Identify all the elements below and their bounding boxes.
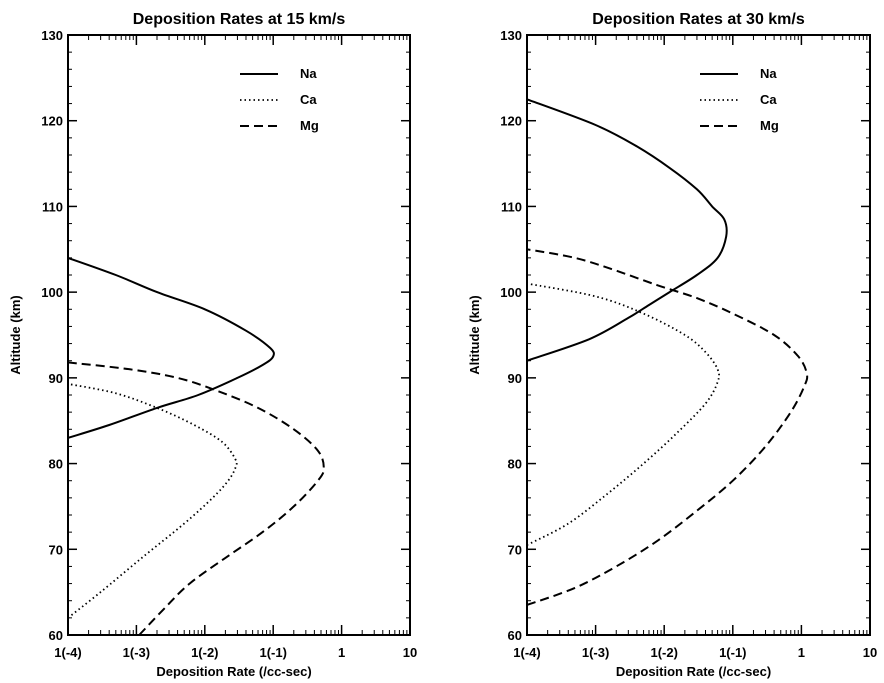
y-axis-label: Altitude (km) [467,295,482,374]
y-tick-label: 130 [500,28,522,43]
x-tick-label: 1(-4) [513,645,540,660]
chart-title: Deposition Rates at 30 km/s [592,11,805,28]
series-line-mg [67,361,325,636]
legend-label-na: Na [760,66,777,81]
chart-panel-1: Deposition Rates at 15 km/s6070809010011… [8,11,417,679]
series-line-na [526,98,728,362]
y-tick-label: 100 [500,285,522,300]
x-tick-label: 1 [798,645,805,660]
y-tick-label: 130 [41,28,63,43]
series-line-na [67,256,275,439]
series-line-mg [526,248,809,606]
x-tick-label: 1 [338,645,345,660]
legend-label-ca: Ca [760,92,777,107]
x-tick-label: 1(-2) [191,645,218,660]
x-axis-label: Deposition Rate (/cc-sec) [156,664,311,679]
y-axis-label: Altitude (km) [8,295,23,374]
x-tick-label: 1(-2) [650,645,677,660]
series-line-ca [526,282,720,546]
legend-label-mg: Mg [300,118,319,133]
chart-title: Deposition Rates at 15 km/s [133,11,346,28]
plot-frame [67,34,411,636]
legend-label-na: Na [300,66,317,81]
legend-label-mg: Mg [760,118,779,133]
y-tick-label: 120 [500,114,522,129]
plot-frame [526,34,871,636]
x-tick-label: 1(-3) [123,645,150,660]
y-tick-label: 100 [41,285,63,300]
y-tick-label: 90 [508,371,522,386]
x-tick-label: 1(-3) [582,645,609,660]
y-tick-label: 110 [501,199,522,214]
y-tick-label: 70 [508,542,522,557]
y-tick-label: 80 [49,457,63,472]
y-tick-label: 110 [42,199,63,214]
y-tick-label: 80 [508,457,522,472]
y-tick-label: 70 [49,542,63,557]
legend-label-ca: Ca [300,92,317,107]
x-tick-label: 1(-4) [54,645,81,660]
x-tick-label: 1(-1) [259,645,286,660]
x-tick-label: 10 [863,645,877,660]
x-tick-label: 10 [403,645,417,660]
y-tick-label: 60 [49,628,63,643]
series-line-ca [67,383,238,619]
y-tick-label: 120 [41,114,63,129]
y-tick-label: 90 [49,371,63,386]
x-axis-label: Deposition Rate (/cc-sec) [616,664,771,679]
y-tick-label: 60 [508,628,522,643]
x-tick-label: 1(-1) [719,645,746,660]
chart-panel-2: Deposition Rates at 30 km/s6070809010011… [467,11,877,679]
